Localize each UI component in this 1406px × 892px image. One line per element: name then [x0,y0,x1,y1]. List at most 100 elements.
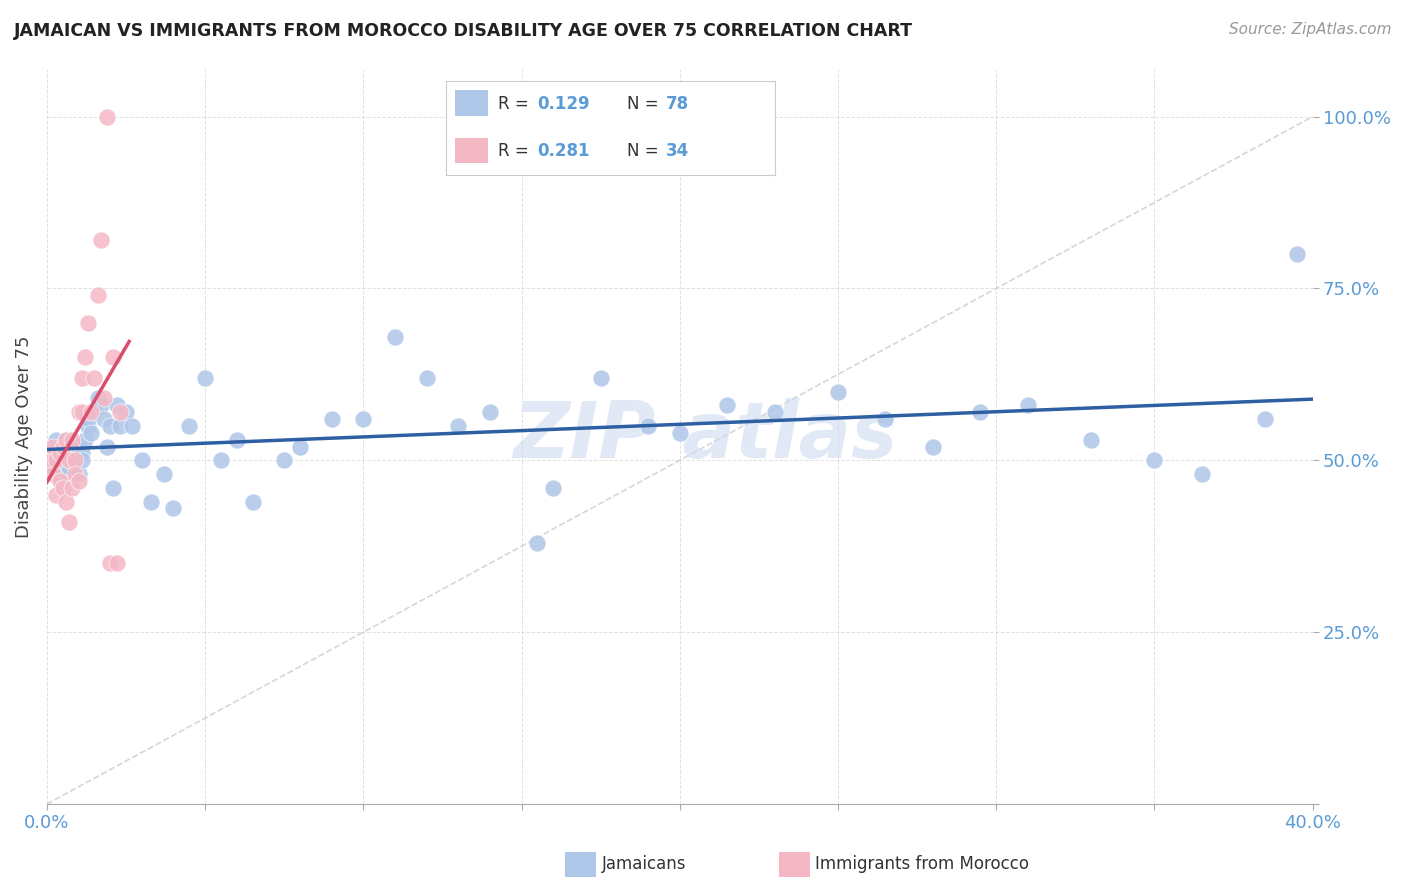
Point [131,453,153,467]
Point [103,481,125,495]
Point [58,515,80,529]
Text: Source: ZipAtlas.com: Source: ZipAtlas.com [1229,22,1392,37]
Point [90,398,112,412]
Point [48,446,70,460]
Point [42,467,65,481]
Point [96,110,118,124]
Point [90,233,112,247]
Point [83,371,105,385]
Point [415,371,437,385]
Point [67,467,90,481]
Point [58,453,80,467]
Point [39,446,62,460]
Point [83,405,105,419]
Text: Jamaicans: Jamaicans [602,855,686,873]
Point [637,419,659,434]
Point [65,453,87,467]
Point [1254,412,1277,426]
Point [70,453,93,467]
Point [121,419,143,434]
Point [73,350,96,364]
Point [58,446,80,460]
Point [77,316,100,330]
Point [42,460,65,475]
Point [86,288,108,302]
Point [875,412,897,426]
Point [827,384,849,399]
Point [225,433,247,447]
Point [58,453,80,467]
Point [55,433,77,447]
Point [194,371,217,385]
Point [162,501,184,516]
Point [526,536,548,550]
Point [45,446,67,460]
Point [48,460,70,475]
Point [60,440,83,454]
Point [541,481,564,495]
Point [1143,453,1166,467]
Point [55,453,77,467]
Point [1285,247,1308,261]
Point [763,405,786,419]
Point [321,412,343,426]
Text: JAMAICAN VS IMMIGRANTS FROM MOROCCO DISABILITY AGE OVER 75 CORRELATION CHART: JAMAICAN VS IMMIGRANTS FROM MOROCCO DISA… [14,22,912,40]
Point [1080,433,1102,447]
Point [86,392,108,406]
Point [716,398,738,412]
Point [42,440,65,454]
Point [103,350,125,364]
Point [45,433,67,447]
Point [105,398,128,412]
Point [93,412,115,426]
Point [70,446,93,460]
Point [55,433,77,447]
Point [98,557,121,571]
Point [273,453,295,467]
Point [98,419,121,434]
Point [42,453,65,467]
Point [67,405,90,419]
Point [67,440,90,454]
Y-axis label: Disability Age Over 75: Disability Age Over 75 [15,335,32,538]
Point [39,446,62,460]
Text: ZIP atlas: ZIP atlas [513,398,897,475]
Point [70,371,93,385]
Point [921,440,943,454]
Point [70,405,93,419]
Point [242,494,264,508]
Point [969,405,991,419]
Point [52,453,75,467]
Text: Immigrants from Morocco: Immigrants from Morocco [815,855,1029,873]
Point [52,481,75,495]
Point [65,453,87,467]
Point [52,440,75,454]
Point [52,467,75,481]
Point [447,419,470,434]
Point [60,453,83,467]
Point [80,425,103,440]
Point [77,419,100,434]
Point [115,405,138,419]
Point [288,440,311,454]
Point [45,488,67,502]
Point [1017,398,1039,412]
Point [108,405,131,419]
Point [1191,467,1213,481]
Point [96,440,118,454]
Point [42,440,65,454]
Point [55,446,77,460]
Point [384,329,406,343]
Point [668,425,690,440]
Point [45,453,67,467]
Point [65,446,87,460]
Point [65,467,87,481]
Point [48,446,70,460]
Point [141,494,163,508]
Point [179,419,201,434]
Point [48,440,70,454]
Point [93,392,115,406]
Point [105,557,128,571]
Point [60,481,83,495]
Point [60,433,83,447]
